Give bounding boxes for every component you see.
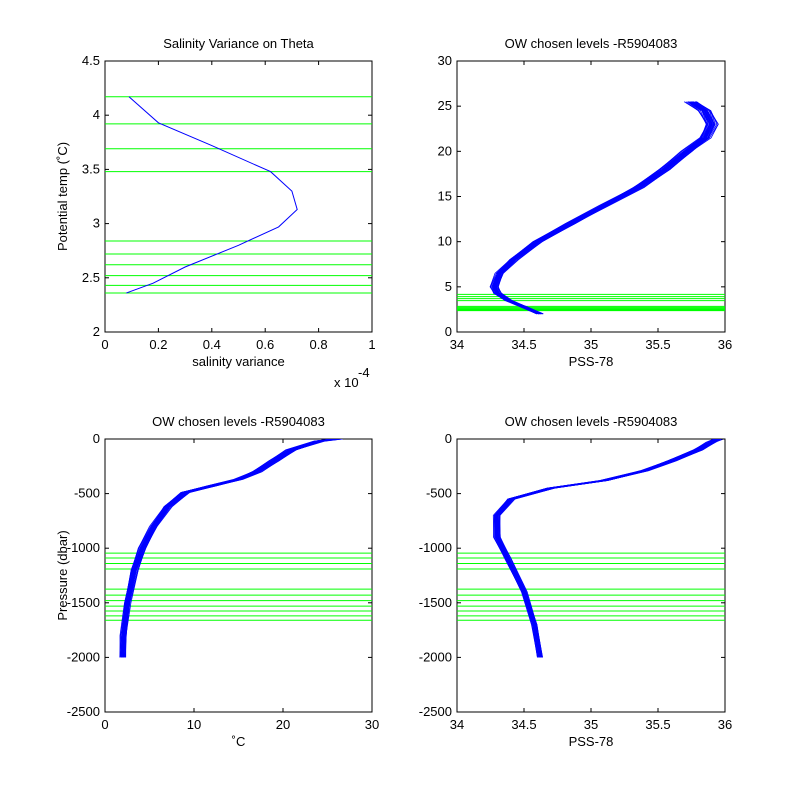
y-tick-label: 3 [93,216,100,231]
x-tick-label: 36 [718,717,732,732]
chart-title: OW chosen levels -R5904083 [505,36,678,51]
y-tick-label: -1000 [419,540,452,555]
x-tick-label: 0.2 [149,337,167,352]
y-tick-label: 10 [438,234,452,249]
x-axis-label: PSS-78 [569,354,614,369]
y-tick-label: -2500 [67,704,100,719]
y-tick-label: 20 [438,143,452,158]
x-tick-label: 30 [365,717,379,732]
y-tick-label: 4.5 [82,53,100,68]
x-tick-label: 35 [584,717,598,732]
chart-title: OW chosen levels -R5904083 [152,414,325,429]
y-tick-label: 3.5 [82,161,100,176]
subplot-3: 0 10 20 30 -2500 -2000 -1500 -1000 -500 0 OW chose… [55,414,379,749]
x-tick-label: 0 [101,337,108,352]
x-tick-label: 0 [101,717,108,732]
x-tick-label: 0.8 [310,337,328,352]
plot-area [105,96,372,294]
x-tick-label: 0.6 [256,337,274,352]
y-tick-label: 2.5 [82,270,100,285]
x-tick-label: 34.5 [511,717,536,732]
x-axis-label: ˚C [232,734,246,749]
x-tick-label: 35 [584,337,598,352]
axes-frame [104,438,373,713]
x-tick-label: 34 [450,337,464,352]
plot-area [457,439,725,658]
y-tick-label: 30 [438,53,452,68]
chart-title: Salinity Variance on Theta [163,36,314,51]
profile-line [498,439,724,658]
y-tick-label: 5 [445,279,452,294]
plot-area [105,439,372,658]
y-tick-label: -500 [74,486,100,501]
x-tick-label: 0.4 [203,337,221,352]
subplot-1: 0 0.2 0.4 0.6 0.8 1 2 2.5 3 3.5 4 4.5 Salinity Varia… [55,36,376,390]
y-tick-label: -2000 [67,649,100,664]
x-tick-label: 36 [718,337,732,352]
profile-line [124,439,343,658]
axes-frame [456,438,726,713]
x-axis-label: salinity variance [192,354,285,369]
y-tick-label: 2 [93,324,100,339]
x-tick-label: 10 [187,717,201,732]
axes-frame [104,60,373,333]
x-tick-label: 35.5 [645,337,670,352]
y-tick-label: -2500 [419,704,452,719]
plot-area [457,101,725,315]
y-tick-label: -2000 [419,649,452,664]
y-tick-label: 0 [93,431,100,446]
profile-line [496,101,719,315]
variance-line [126,96,298,294]
chart-title: OW chosen levels -R5904083 [505,414,678,429]
y-tick-label: 0 [445,431,452,446]
y-axis-label: Pressure (dbar) [55,530,70,620]
x-multiplier-exponent: -4 [358,365,370,380]
x-tick-label: 20 [276,717,290,732]
y-tick-label: -1000 [67,540,100,555]
x-tick-label: 35.5 [645,717,670,732]
y-tick-label: 25 [438,98,452,113]
y-tick-label: 0 [445,324,452,339]
y-tick-label: -500 [426,486,452,501]
x-multiplier: x 10 [334,375,359,390]
subplot-2: 34 34.5 35 35.5 36 0 5 10 15 20 25 30 OW chosen leve… [438,36,733,369]
y-tick-label: 4 [93,107,100,122]
y-tick-label: 15 [438,189,452,204]
y-tick-label: -1500 [67,595,100,610]
x-tick-label: 34 [450,717,464,732]
subplot-4: 34 34.5 35 35.5 36 -2500 -2000 -1500 -1000 -500 0 O… [419,414,732,749]
y-axis-label: Potential temp (˚C) [55,142,70,251]
y-tick-label: -1500 [419,595,452,610]
x-axis-label: PSS-78 [569,734,614,749]
x-tick-label: 1 [368,337,375,352]
x-tick-label: 34.5 [511,337,536,352]
